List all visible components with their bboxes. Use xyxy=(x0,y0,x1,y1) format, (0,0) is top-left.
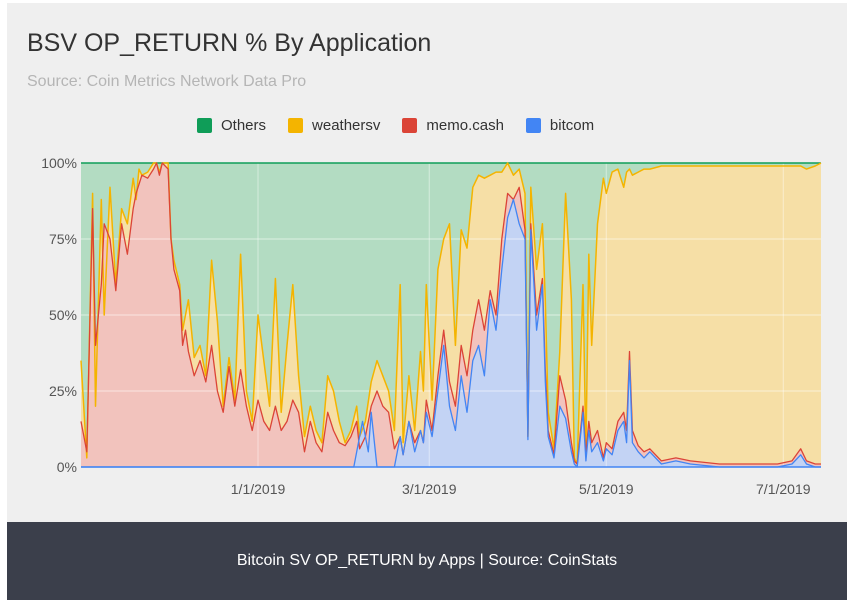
legend-label-others: Others xyxy=(221,116,267,134)
line-bitcom xyxy=(81,198,821,468)
x-tick-label-0: 1/1/2019 xyxy=(231,481,286,497)
chart-plot: 0% 25% 50% 75% 100% 1/1/2019 3/1/2019 5/1/2019 7… xyxy=(41,155,822,497)
legend-label-weathersv: weathersv xyxy=(312,116,381,134)
chart-subtitle: Source: Coin Metrics Network Data Pro xyxy=(27,73,307,90)
y-tick-label-0: 0% xyxy=(57,459,77,475)
y-tick-label-4: 100% xyxy=(41,155,77,171)
x-tick-label-2: 5/1/2019 xyxy=(579,481,634,497)
y-tick-label-2: 50% xyxy=(49,307,77,323)
y-tick-label-3: 75% xyxy=(49,231,77,247)
chart-title: BSV OP_RETURN % By Application xyxy=(27,29,432,57)
legend-swatch-others xyxy=(197,117,212,133)
legend-item-bitcom[interactable]: bitcom xyxy=(525,116,595,134)
footer-caption: Bitcoin SV OP_RETURN by Apps | Source: C… xyxy=(7,522,847,600)
legend-item-memo-cash[interactable]: memo.cash xyxy=(402,117,504,134)
legend-item-weathersv[interactable]: weathersv xyxy=(288,117,380,134)
legend-swatch-bitcom xyxy=(525,117,541,133)
y-tick-label-1: 25% xyxy=(49,383,77,399)
legend-label-bitcom: bitcom xyxy=(549,116,595,134)
legend-label-memo-cash: memo.cash xyxy=(426,116,504,134)
area-memo-cash xyxy=(81,163,821,467)
footer-text: Bitcoin SV OP_RETURN by Apps | Source: C… xyxy=(236,552,618,569)
legend: Others weathersv memo.cash bitcom xyxy=(197,114,594,136)
x-tick-label-3: 7/1/2019 xyxy=(756,481,811,497)
legend-item-others[interactable]: Others xyxy=(197,117,266,134)
legend-swatch-weathersv xyxy=(288,117,304,133)
x-tick-label-1: 3/1/2019 xyxy=(402,481,457,497)
legend-swatch-memo-cash xyxy=(402,117,418,133)
